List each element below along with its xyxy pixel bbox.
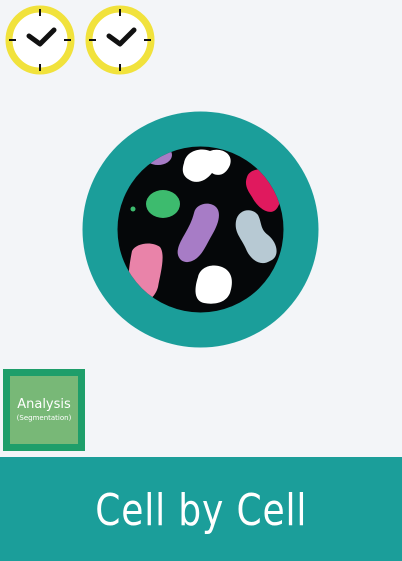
clock-icon — [5, 5, 75, 75]
cell-shape — [130, 206, 136, 212]
cell-shape — [195, 265, 232, 304]
title-banner: Cell by Cell — [0, 457, 402, 561]
cell-shape — [182, 149, 231, 182]
analysis-badge-inner: Analysis (Segmentation) — [10, 376, 78, 444]
cell-shape — [235, 210, 277, 264]
cell-shape — [146, 190, 180, 218]
segmented-cells-icon — [82, 111, 319, 348]
analysis-badge[interactable]: Analysis (Segmentation) — [3, 369, 85, 451]
cell-shape — [177, 203, 219, 263]
analysis-title: Analysis — [17, 397, 71, 412]
banner-title: Cell by Cell — [95, 484, 307, 536]
clock-icon — [85, 5, 155, 75]
analysis-subtitle: (Segmentation) — [16, 414, 72, 422]
